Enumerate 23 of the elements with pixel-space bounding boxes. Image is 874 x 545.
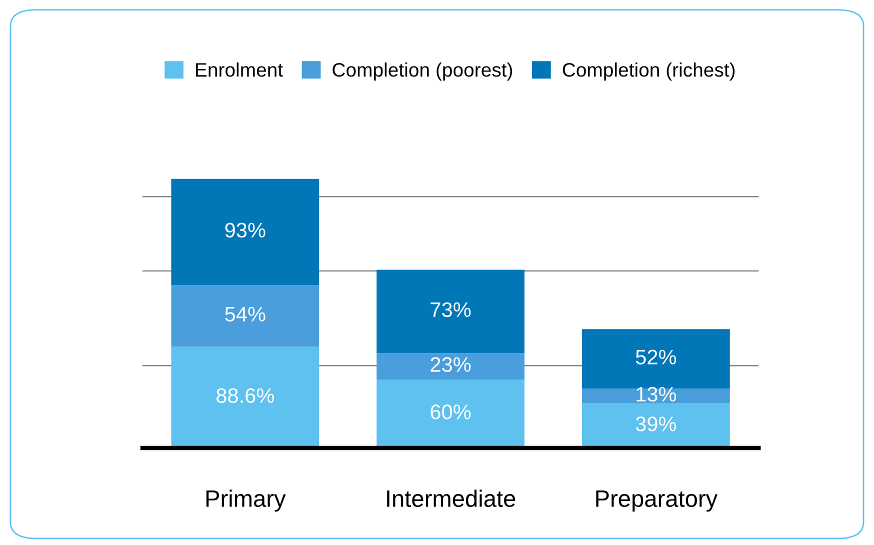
x-tick-label: Intermediate bbox=[387, 490, 516, 507]
data-label: 54% bbox=[225, 306, 266, 322]
data-label: 39% bbox=[636, 416, 676, 432]
bar bbox=[171, 285, 320, 347]
data-label: 60% bbox=[430, 404, 471, 420]
bar bbox=[171, 178, 320, 286]
data-label: 23% bbox=[430, 357, 471, 372]
bar bbox=[376, 270, 524, 354]
legend-label: Completion (poorest) bbox=[332, 62, 512, 81]
data-label: 93% bbox=[225, 222, 266, 238]
bar bbox=[582, 403, 730, 448]
x-tick-label: Preparatory bbox=[596, 490, 718, 512]
x-tick-label: Primary bbox=[206, 490, 286, 512]
data-label: 13% bbox=[636, 386, 676, 402]
data-label: 52% bbox=[636, 350, 676, 364]
data-label: 73% bbox=[430, 302, 471, 318]
legend-label: Enrolment bbox=[196, 62, 283, 77]
bar bbox=[376, 379, 524, 448]
bar bbox=[376, 353, 524, 380]
bar bbox=[582, 388, 730, 404]
data-label: 88.6% bbox=[216, 388, 274, 403]
bar bbox=[171, 346, 320, 448]
legend-label: Completion (richest) bbox=[562, 62, 735, 81]
